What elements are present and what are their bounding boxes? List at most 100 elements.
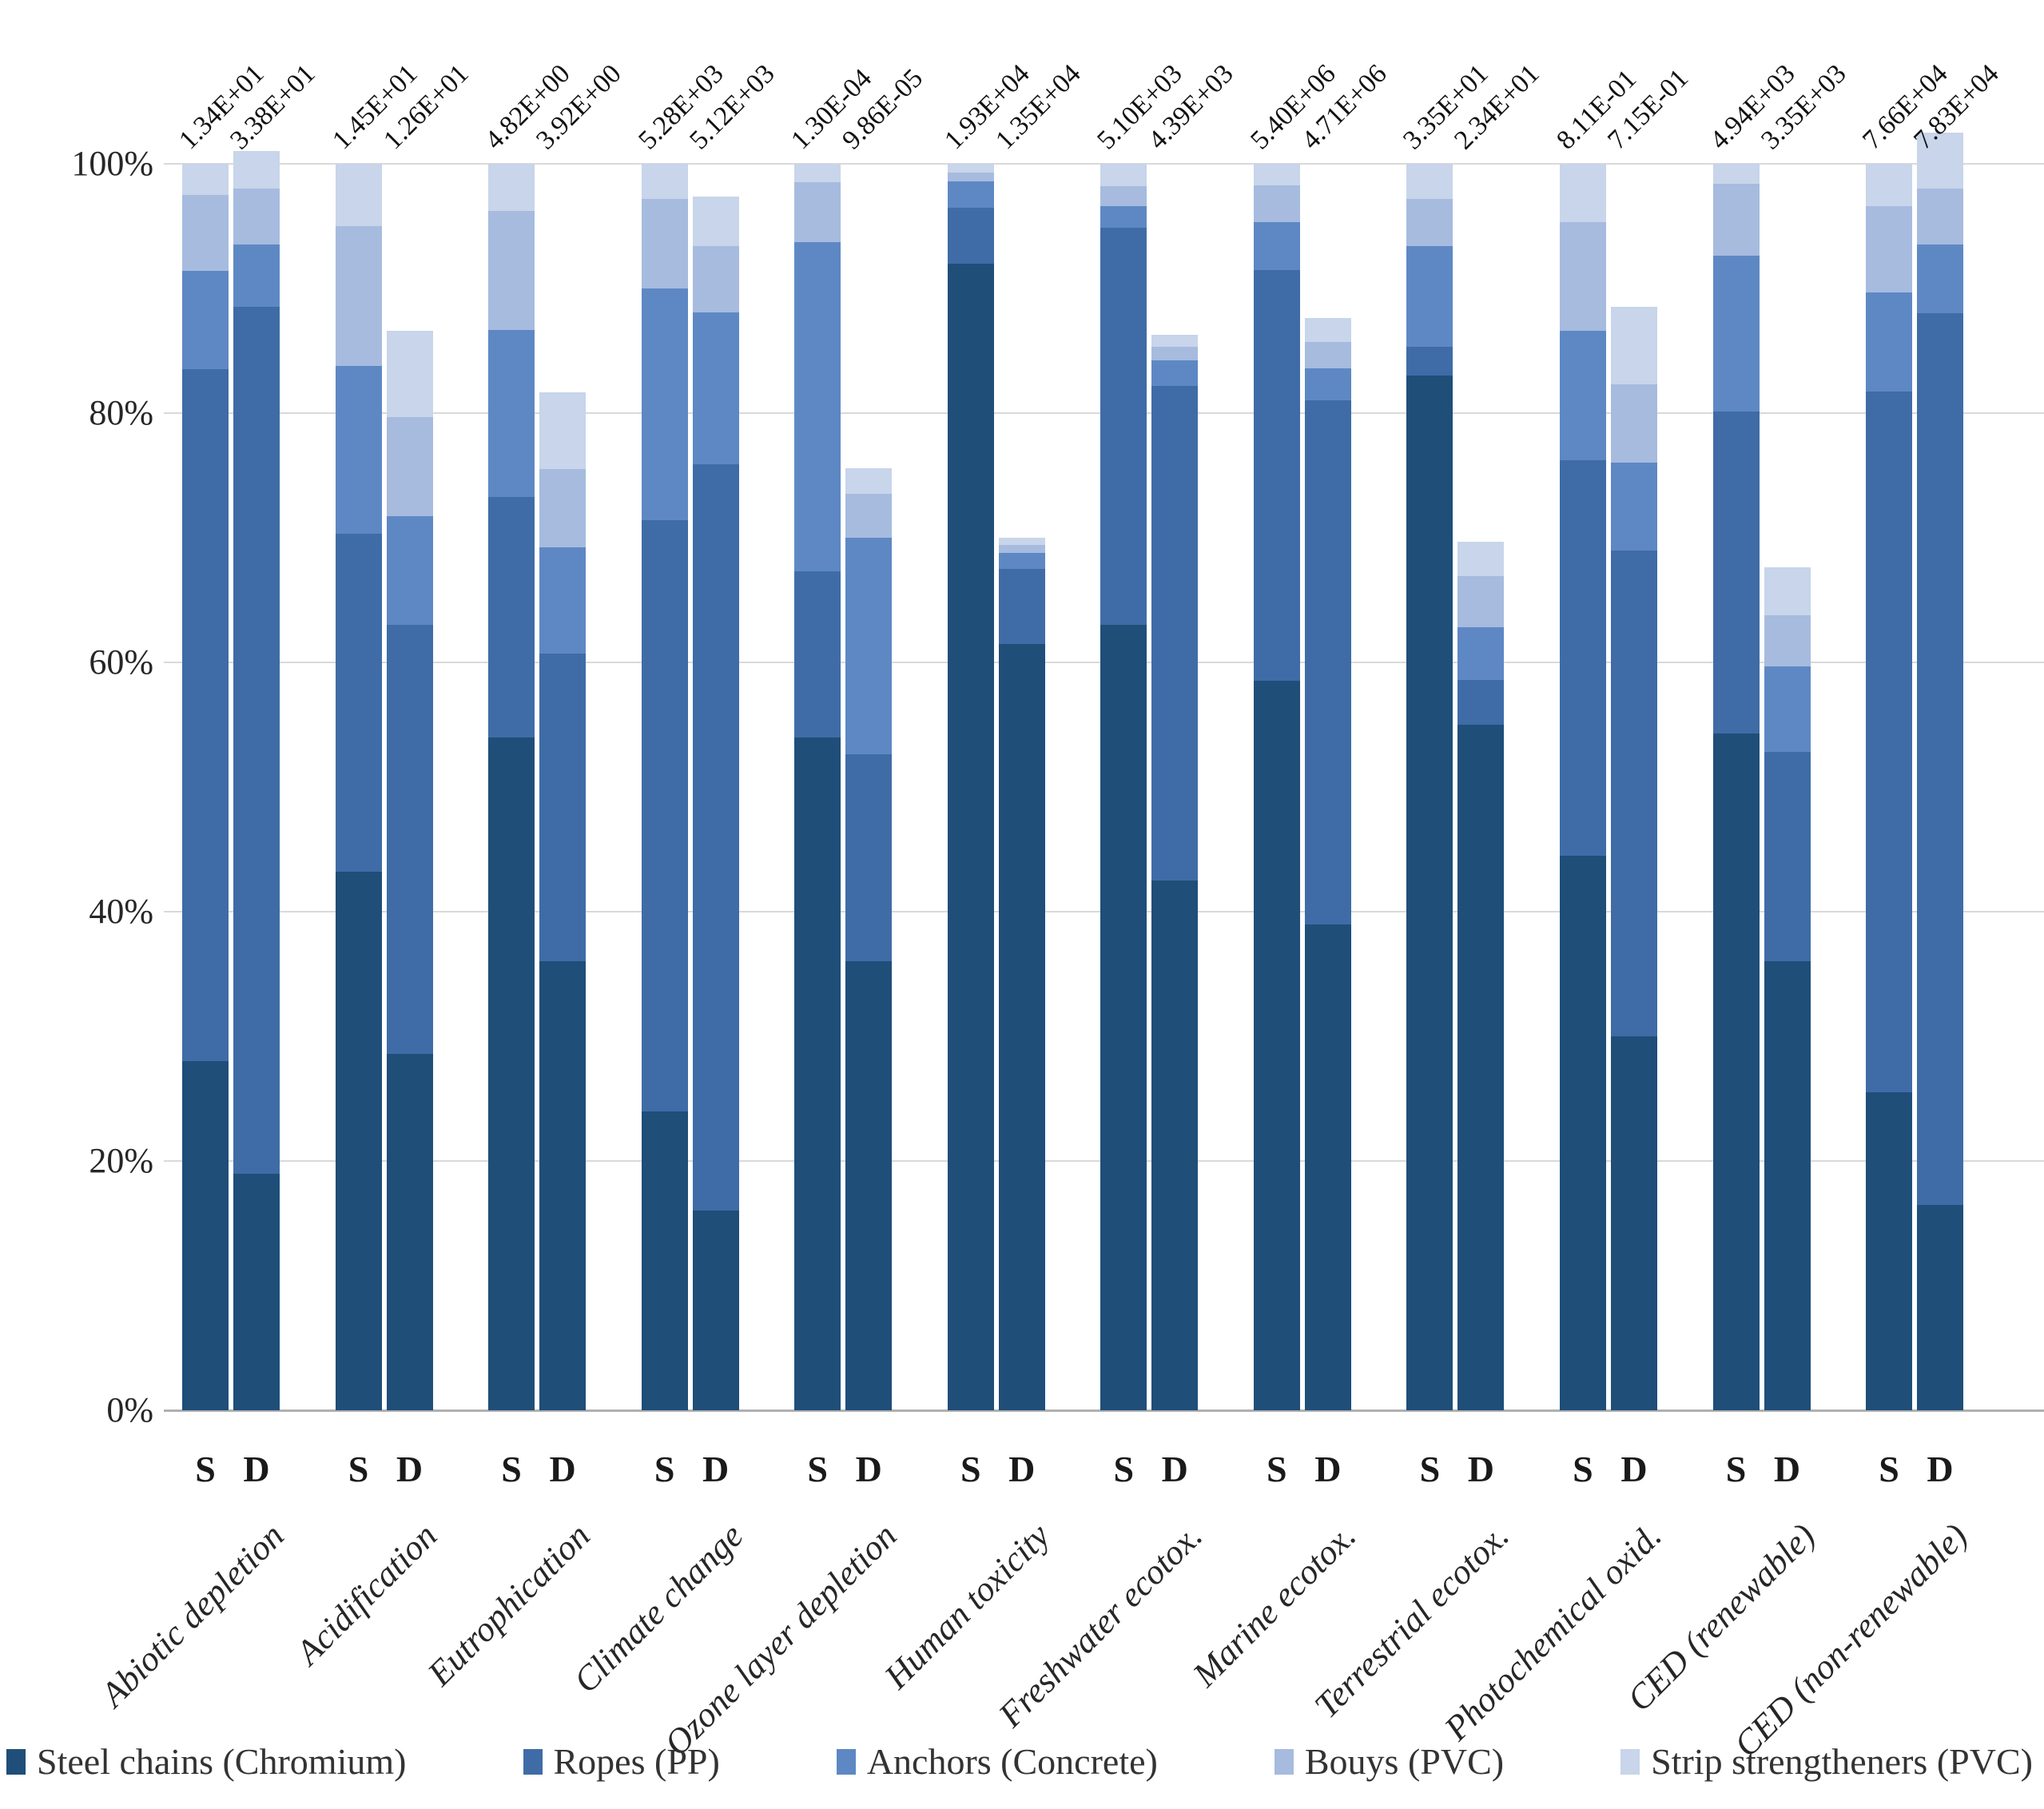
bar-s-1 bbox=[182, 164, 229, 1410]
bar-segment-strip-strengtheners-pvc bbox=[488, 164, 535, 212]
legend-item: Steel chains (Chromium) bbox=[6, 1740, 406, 1783]
bar-segment-anchors-concrete bbox=[1712, 256, 1760, 412]
bar-segment-steel-chains-chromium bbox=[386, 1053, 433, 1410]
bar-sublabel: D bbox=[1314, 1449, 1342, 1489]
bar-segment-steel-chains-chromium bbox=[845, 961, 893, 1410]
bar-segment-strip-strengtheners-pvc bbox=[1559, 164, 1606, 223]
y-axis-tick-label: 80% bbox=[89, 393, 153, 432]
bar-segment-strip-strengtheners-pvc bbox=[1764, 567, 1811, 615]
bar-segment-steel-chains-chromium bbox=[947, 263, 994, 1410]
bar-segment-ropes-pp bbox=[692, 463, 739, 1211]
bar-d-3 bbox=[539, 392, 587, 1410]
gridline-100 bbox=[164, 163, 2044, 165]
bar-segment-steel-chains-chromium bbox=[1917, 1204, 1964, 1410]
bar-segment-strip-strengtheners-pvc bbox=[335, 164, 382, 227]
bar-segment-anchors-concrete bbox=[1406, 245, 1453, 348]
bar-d-5 bbox=[845, 467, 893, 1410]
bar-sublabel: S bbox=[348, 1449, 369, 1489]
bar-segment-steel-chains-chromium bbox=[692, 1211, 739, 1410]
y-axis-tick-label: 60% bbox=[89, 642, 153, 682]
bar-sublabel: D bbox=[1773, 1449, 1801, 1489]
bar-segment-steel-chains-chromium bbox=[1253, 681, 1300, 1410]
bar-segment-bouys-pvc bbox=[947, 172, 994, 181]
bar-segment-anchors-concrete bbox=[794, 242, 841, 572]
bar-segment-strip-strengtheners-pvc bbox=[641, 164, 688, 199]
bar-segment-strip-strengtheners-pvc bbox=[845, 467, 893, 495]
bar-segment-bouys-pvc bbox=[1304, 342, 1351, 368]
category-label: Abiotic depletion bbox=[93, 1516, 292, 1715]
bar-segment-ropes-pp bbox=[1457, 679, 1505, 725]
bar-d-4 bbox=[692, 196, 739, 1410]
bar-segment-bouys-pvc bbox=[845, 494, 893, 538]
bar-segment-strip-strengtheners-pvc bbox=[1100, 164, 1147, 187]
bar-segment-bouys-pvc bbox=[1712, 183, 1760, 256]
bar-s-8 bbox=[1253, 164, 1300, 1410]
bar-segment-bouys-pvc bbox=[998, 545, 1045, 553]
bar-segment-steel-chains-chromium bbox=[641, 1111, 688, 1410]
bar-d-10 bbox=[1610, 307, 1657, 1410]
bar-segment-anchors-concrete bbox=[1764, 666, 1811, 753]
legend-item: Anchors (Concrete) bbox=[836, 1740, 1158, 1783]
bar-s-12 bbox=[1866, 164, 1913, 1410]
bar-sublabel: D bbox=[855, 1449, 882, 1489]
y-axis-tick-label: 20% bbox=[89, 1141, 153, 1180]
bar-segment-bouys-pvc bbox=[539, 469, 587, 548]
bar-segment-strip-strengtheners-pvc bbox=[1917, 133, 1964, 189]
bar-s-10 bbox=[1559, 164, 1606, 1410]
bar-sublabel: S bbox=[1267, 1449, 1287, 1489]
bar-segment-ropes-pp bbox=[233, 307, 280, 1174]
bar-segment-strip-strengtheners-pvc bbox=[1304, 318, 1351, 343]
bar-segment-anchors-concrete bbox=[1253, 222, 1300, 270]
bar-segment-anchors-concrete bbox=[386, 516, 433, 626]
bar-segment-anchors-concrete bbox=[488, 329, 535, 497]
bar-segment-anchors-concrete bbox=[233, 245, 280, 308]
bar-segment-ropes-pp bbox=[182, 369, 229, 1062]
bar-segment-ropes-pp bbox=[1304, 400, 1351, 924]
bar-segment-steel-chains-chromium bbox=[1304, 924, 1351, 1410]
bar-s-6 bbox=[947, 164, 994, 1410]
bar-sublabel: D bbox=[396, 1449, 424, 1489]
bar-segment-anchors-concrete bbox=[1100, 206, 1147, 228]
legend-swatch-icon bbox=[523, 1748, 543, 1775]
bar-segment-bouys-pvc bbox=[335, 226, 382, 366]
bar-segment-strip-strengtheners-pvc bbox=[692, 196, 739, 246]
bar-d-12 bbox=[1917, 133, 1964, 1410]
bar-segment-steel-chains-chromium bbox=[335, 872, 382, 1410]
bar-segment-anchors-concrete bbox=[1866, 292, 1913, 392]
bar-segment-ropes-pp bbox=[1610, 550, 1657, 1036]
bar-segment-ropes-pp bbox=[488, 496, 535, 738]
bar-segment-steel-chains-chromium bbox=[539, 961, 587, 1410]
y-axis-tick-label: 40% bbox=[89, 892, 153, 931]
bar-sublabel: S bbox=[960, 1449, 981, 1489]
bar-sublabel: S bbox=[654, 1449, 675, 1489]
bar-s-7 bbox=[1100, 164, 1147, 1410]
bar-segment-bouys-pvc bbox=[1559, 222, 1606, 332]
bar-segment-bouys-pvc bbox=[1406, 198, 1453, 246]
bar-segment-steel-chains-chromium bbox=[794, 737, 841, 1410]
legend: Steel chains (Chromium) Ropes (PP) Anchors… bbox=[6, 1740, 2033, 1783]
bar-segment-strip-strengtheners-pvc bbox=[1712, 164, 1760, 184]
bar-sublabel: S bbox=[501, 1449, 522, 1489]
bar-s-4 bbox=[641, 164, 688, 1410]
bar-sublabel: D bbox=[1467, 1449, 1494, 1489]
legend-swatch-icon bbox=[1620, 1748, 1640, 1775]
bar-segment-bouys-pvc bbox=[1610, 384, 1657, 463]
bar-segment-bouys-pvc bbox=[488, 211, 535, 330]
bar-sublabel: D bbox=[1927, 1449, 1954, 1489]
bar-segment-strip-strengtheners-pvc bbox=[794, 164, 841, 183]
bar-segment-bouys-pvc bbox=[1151, 347, 1199, 361]
bar-segment-anchors-concrete bbox=[947, 181, 994, 208]
bar-s-9 bbox=[1406, 164, 1453, 1410]
bar-segment-anchors-concrete bbox=[1457, 627, 1505, 680]
bar-segment-ropes-pp bbox=[1866, 392, 1913, 1093]
bar-segment-steel-chains-chromium bbox=[1457, 724, 1505, 1410]
bar-sublabel: S bbox=[1113, 1449, 1135, 1489]
bar-segment-anchors-concrete bbox=[1917, 245, 1964, 314]
bar-segment-strip-strengtheners-pvc bbox=[1866, 164, 1913, 207]
bar-segment-steel-chains-chromium bbox=[1151, 880, 1199, 1410]
bar-segment-anchors-concrete bbox=[1151, 360, 1199, 386]
bar-segment-anchors-concrete bbox=[692, 312, 739, 464]
bar-sublabel: S bbox=[1419, 1449, 1441, 1489]
bar-segment-bouys-pvc bbox=[641, 198, 688, 289]
